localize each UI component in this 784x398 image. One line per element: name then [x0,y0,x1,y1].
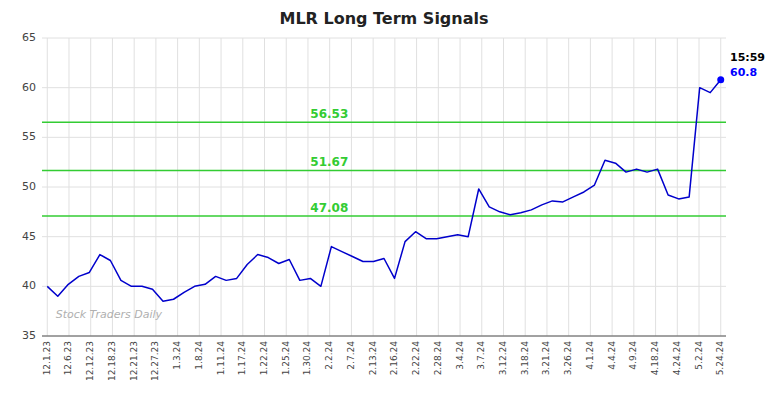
grid-line-x [329,38,330,336]
grid-line-x [416,38,417,336]
x-tick-label: 4.18.24 [650,341,660,376]
grid-line-y [42,336,726,337]
x-tick-label: 5.2.24 [694,341,704,370]
grid-line-x [612,38,613,336]
reference-line [42,121,726,123]
x-tick-label: 2.2.24 [324,341,334,370]
grid-line-x [373,38,374,336]
x-tick-label: 5.24.24 [715,341,725,376]
x-tick-label: 1.22.24 [259,341,269,376]
grid-line-x [68,38,69,336]
grid-line-x [264,38,265,336]
x-tick-label: 3.4.24 [455,341,465,370]
grid-line-x [699,38,700,336]
reference-line [42,215,726,217]
grid-line-x [90,38,91,336]
x-tick-label: 4.4.24 [607,341,617,370]
grid-line-x [677,38,678,336]
grid-line-x [460,38,461,336]
annotations: 15:59 60.8 Stock Traders Daily [56,51,765,321]
y-tick-label: 60 [22,81,36,94]
x-tick-label: 2.28.24 [433,341,443,376]
grid [42,38,726,336]
y-tick-label: 50 [22,180,36,193]
y-axis: 35 40 45 50 55 60 65 [22,31,36,342]
x-tick-label: 1.8.24 [194,341,204,370]
x-tick-label: 4.24.24 [672,341,682,376]
x-tick-label: 12.12.23 [85,341,95,381]
grid-line-y [42,38,726,39]
x-tick-label: 2.7.24 [346,341,356,370]
x-tick-label: 3.21.24 [541,341,551,376]
x-tick-label: 3.7.24 [476,341,486,370]
grid-line-x [286,38,287,336]
grid-line-x [221,38,222,336]
grid-line-x [351,38,352,336]
grid-line-y [42,187,726,188]
x-tick-label: 1.11.24 [216,341,226,376]
title: MLR Long Term Signals [279,9,488,28]
x-tick-label: 12.27.23 [150,341,160,381]
x-tick-label: 1.17.24 [237,341,247,376]
reference-label: 51.67 [310,155,348,169]
chart: MLR Long Term Signals 35 40 45 50 55 60 65 12.1.… [0,0,784,398]
x-tick-label: 4.9.24 [628,341,638,370]
grid-line-x [438,38,439,336]
x-tick-label: 2.13.24 [368,341,378,376]
x-axis-line [42,335,726,336]
grid-line-x [481,38,482,336]
y-tick-label: 45 [22,230,36,243]
reference-label: 47.08 [310,201,348,215]
grid-line-y [42,137,726,138]
x-tick-label: 2.22.24 [411,341,421,376]
grid-line-x [242,38,243,336]
grid-line-x [199,38,200,336]
x-tick-label: 3.26.24 [563,341,573,376]
x-tick-label: 2.16.24 [389,341,399,376]
last-point [717,76,724,83]
grid-line-x [134,38,135,336]
grid-line-x [47,38,48,336]
x-tick-label: 1.25.24 [281,341,291,376]
plot-area [47,76,724,301]
watermark: Stock Traders Daily [56,308,163,321]
y-tick-label: 35 [22,329,36,342]
x-tick-label: 1.30.24 [302,341,312,376]
grid-line-x [394,38,395,336]
grid-line-x [633,38,634,336]
grid-line-y [42,236,726,237]
price-line [47,80,720,302]
y-tick-label: 55 [22,130,36,143]
grid-line-x [155,38,156,336]
grid-line-x [307,38,308,336]
reference-labels: 47.08 51.67 56.53 [310,107,348,215]
grid-line-x [546,38,547,336]
x-tick-label: 3.12.24 [498,341,508,376]
x-tick-label: 4.1.24 [585,341,595,370]
x-tick-label: 12.6.23 [63,341,73,375]
x-axis: 12.1.23 12.6.23 12.12.23 12.18.23 12.21.23 12… [42,336,726,381]
x-tick-label: 3.18.24 [520,341,530,376]
last-time: 15:59 [730,51,765,64]
last-price: 60.8 [730,66,757,79]
y-tick-label: 40 [22,279,36,292]
grid-line-y [42,87,726,88]
reference-label: 56.53 [310,107,348,121]
grid-line-x [503,38,504,336]
grid-line-x [655,38,656,336]
grid-line-x [112,38,113,336]
y-tick-label: 65 [22,31,36,44]
grid-line-x [177,38,178,336]
x-tick-label: 12.1.23 [42,341,52,375]
x-tick-label: 12.18.23 [107,341,117,381]
x-tick-label: 1.3.24 [172,341,182,370]
x-tick-label: 12.21.23 [129,341,139,381]
grid-line-x [568,38,569,336]
grid-line-x [525,38,526,336]
